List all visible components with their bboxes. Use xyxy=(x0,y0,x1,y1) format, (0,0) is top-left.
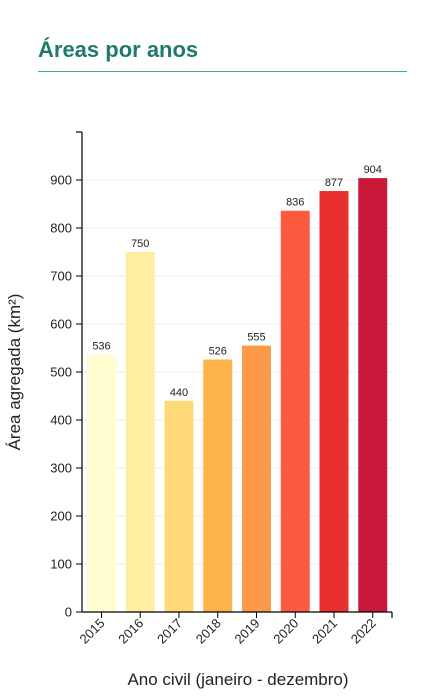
bar-value-label: 555 xyxy=(247,332,265,344)
y-tick-label: 0 xyxy=(65,605,72,620)
title-divider xyxy=(38,71,407,72)
y-tick-label: 900 xyxy=(50,173,72,188)
bar xyxy=(358,178,388,612)
bar-value-label: 526 xyxy=(209,346,227,358)
bar xyxy=(242,345,271,612)
bar xyxy=(164,400,194,612)
y-axis-title: Área agregada (km²) xyxy=(5,294,24,451)
y-tick-label: 400 xyxy=(50,413,72,428)
x-tick-label: 2018 xyxy=(193,616,224,647)
bars xyxy=(87,178,388,613)
bar-value-label: 750 xyxy=(131,238,149,250)
x-axis-title: Ano civil (janeiro - dezembro) xyxy=(127,670,348,689)
y-tick-label: 800 xyxy=(50,221,72,236)
x-tick-label: 2020 xyxy=(270,616,301,647)
bar xyxy=(87,354,116,612)
bar-value-label: 877 xyxy=(325,177,343,189)
page-title: Áreas por anos xyxy=(38,37,199,62)
bar xyxy=(125,252,155,612)
bar xyxy=(203,359,233,612)
bar-value-label: 836 xyxy=(286,197,304,209)
bar-value-label: 536 xyxy=(92,341,110,353)
x-tick-label: 2015 xyxy=(77,616,108,647)
x-tick-label: 2019 xyxy=(232,616,263,647)
x-tick-label: 2022 xyxy=(348,616,379,647)
y-tick-label: 200 xyxy=(50,509,72,524)
y-tick-label: 600 xyxy=(50,317,72,332)
bar xyxy=(280,210,310,612)
bar xyxy=(319,191,349,613)
y-tick-label: 100 xyxy=(50,557,72,572)
bar-value-labels: 536 750 440 526 555 836 877 904 xyxy=(92,164,382,399)
x-tick-label: 2017 xyxy=(154,616,185,647)
y-tick-label: 700 xyxy=(50,269,72,284)
y-tick-label: 500 xyxy=(50,365,72,380)
x-tick-label: 2021 xyxy=(309,616,340,647)
bar-value-label: 440 xyxy=(170,387,188,399)
bar-value-label: 904 xyxy=(364,164,382,176)
x-tick-label: 2016 xyxy=(115,616,146,647)
y-tick-label: 300 xyxy=(50,461,72,476)
